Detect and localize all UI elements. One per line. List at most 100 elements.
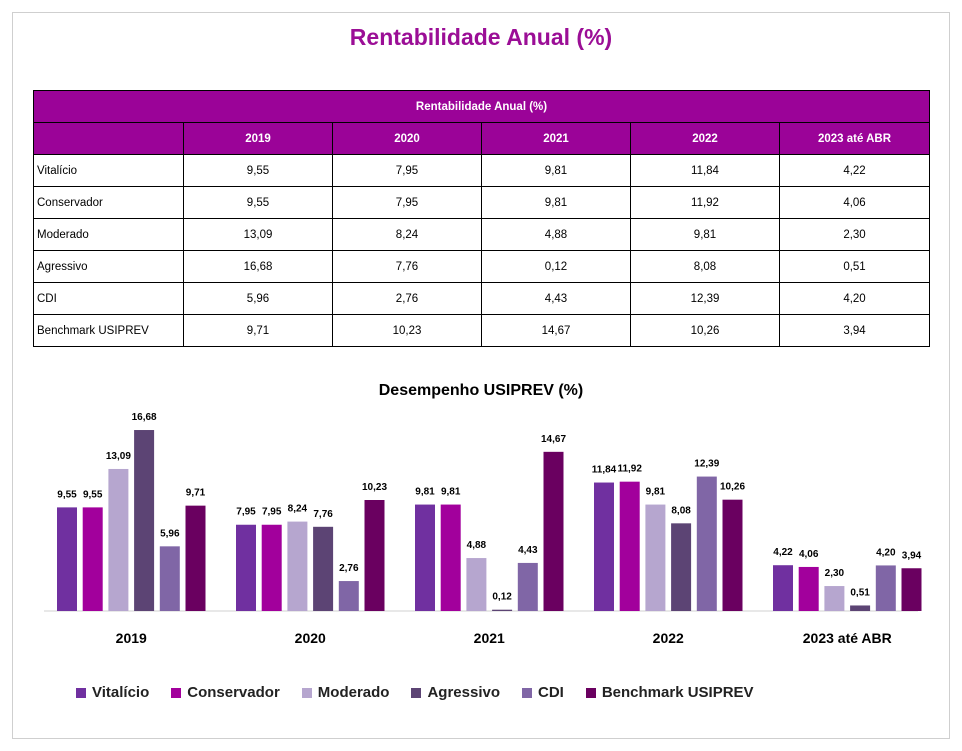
data-label: 4,88 xyxy=(467,540,487,551)
column-header: 2020 xyxy=(332,122,482,155)
legend-swatch xyxy=(522,687,532,698)
legend-swatch xyxy=(301,687,312,698)
table-cell: 4,43 xyxy=(481,282,631,315)
bar xyxy=(492,609,513,611)
column-header: 2019 xyxy=(183,122,333,155)
bar xyxy=(82,507,103,611)
bar xyxy=(798,566,819,611)
data-label: 10,23 xyxy=(362,482,387,493)
x-tick-label: 2021 xyxy=(474,630,505,646)
bar xyxy=(185,505,206,611)
table-row: CDI 5,96 2,76 4,43 12,39 4,20 xyxy=(33,282,931,315)
table-cell: 4,06 xyxy=(778,186,931,219)
data-label: 10,26 xyxy=(720,482,745,493)
table-cell: 13,09 xyxy=(183,218,333,251)
row-label: Vitalício xyxy=(33,154,184,187)
page-title: Rentabilidade Anual (%) xyxy=(349,24,613,50)
data-label: 2,76 xyxy=(339,563,359,574)
legend-item: Conservador xyxy=(171,684,280,701)
bar xyxy=(543,451,564,611)
data-label: 7,95 xyxy=(262,507,282,518)
legend-swatch xyxy=(76,687,86,698)
x-tick-label: 2019 xyxy=(116,630,147,646)
data-label: 16,68 xyxy=(132,412,157,423)
bar xyxy=(364,500,385,611)
table-cell: 8,08 xyxy=(630,250,780,283)
legend-item: Moderado xyxy=(301,684,390,701)
data-label: 8,24 xyxy=(288,504,308,515)
legend-item: Benchmark USIPREV xyxy=(585,684,754,701)
table-cell: 0,51 xyxy=(778,250,931,283)
data-label: 11,84 xyxy=(592,465,617,476)
legend-item: Agressivo xyxy=(411,684,500,701)
row-label: Conservador xyxy=(33,186,184,219)
data-label: 9,81 xyxy=(441,487,461,498)
data-label: 4,20 xyxy=(876,547,896,558)
table-cell: 11,92 xyxy=(630,186,780,219)
data-label: 13,09 xyxy=(106,451,131,462)
x-tick-label: 2020 xyxy=(295,630,326,646)
column-header: 2022 xyxy=(630,122,780,155)
data-label: 9,81 xyxy=(415,487,435,498)
table-cell: 14,67 xyxy=(481,314,631,347)
bar xyxy=(287,521,308,611)
data-label: 2,30 xyxy=(825,568,845,579)
legend-swatch xyxy=(171,687,182,698)
data-label: 3,94 xyxy=(902,550,922,561)
data-label: 4,06 xyxy=(799,549,819,560)
data-label: 14,67 xyxy=(541,434,566,445)
bar xyxy=(722,499,743,611)
data-label: 9,55 xyxy=(57,489,77,500)
table-header-row: 2019 2020 2021 2022 2023 até ABR xyxy=(33,122,931,155)
chart-title: Desempenho USIPREV (%) xyxy=(378,382,584,399)
data-label: 5,96 xyxy=(160,528,180,539)
legend-item: CDI xyxy=(522,684,564,701)
legend-label: Vitalício xyxy=(92,684,150,701)
data-label: 7,76 xyxy=(313,509,333,520)
column-header: 2023 até ABR xyxy=(778,122,931,155)
column-header: 2021 xyxy=(481,122,631,155)
returns-table: Rentabilidade Anual (%) 2019 2020 2021 2… xyxy=(32,90,931,347)
table-cell: 2,30 xyxy=(778,218,931,251)
bar xyxy=(773,565,793,611)
table-cell: 3,94 xyxy=(778,314,931,347)
bar xyxy=(619,481,640,611)
legend-swatch xyxy=(585,687,596,698)
table-cell: 10,26 xyxy=(630,314,780,347)
bar xyxy=(594,482,614,611)
table-cell: 9,55 xyxy=(183,186,333,219)
legend-label: Moderado xyxy=(317,684,390,701)
data-label: 12,39 xyxy=(694,459,719,470)
bar xyxy=(313,526,334,611)
data-label: 4,22 xyxy=(773,547,793,558)
legend-label: Benchmark USIPREV xyxy=(601,684,754,701)
data-label: 0,12 xyxy=(492,592,512,603)
x-tick-label: 2022 xyxy=(653,630,684,646)
bar xyxy=(57,507,77,611)
bar xyxy=(850,605,871,611)
table-cell: 7,95 xyxy=(332,186,482,219)
bar xyxy=(159,546,180,611)
table-cell: 4,22 xyxy=(778,154,931,187)
chart-legend: Vitalício Conservador Moderado Agressivo CDI… xyxy=(76,684,776,701)
data-label: 11,92 xyxy=(617,464,642,475)
bar xyxy=(236,524,256,611)
table-cell: 12,39 xyxy=(630,282,780,315)
legend-item: Vitalício xyxy=(76,684,149,701)
table-cell: 10,23 xyxy=(332,314,482,347)
table-row: Benchmark USIPREV 9,71 10,23 14,67 10,26… xyxy=(33,314,931,347)
table-cell: 9,55 xyxy=(183,154,333,187)
data-label: 9,71 xyxy=(186,488,206,499)
table-cell: 7,95 xyxy=(332,154,482,187)
bar xyxy=(261,524,282,611)
bar xyxy=(671,523,692,611)
table-row: Moderado 13,09 8,24 4,88 9,81 2,30 xyxy=(33,218,931,251)
bar xyxy=(338,581,359,611)
bar xyxy=(517,562,538,611)
bar xyxy=(415,504,435,611)
table-cell: 16,68 xyxy=(183,250,333,283)
data-label: 9,81 xyxy=(646,487,666,498)
table-cell: 2,76 xyxy=(332,282,482,315)
table-cell: 4,88 xyxy=(481,218,631,251)
legend-label: Agressivo xyxy=(427,684,500,701)
